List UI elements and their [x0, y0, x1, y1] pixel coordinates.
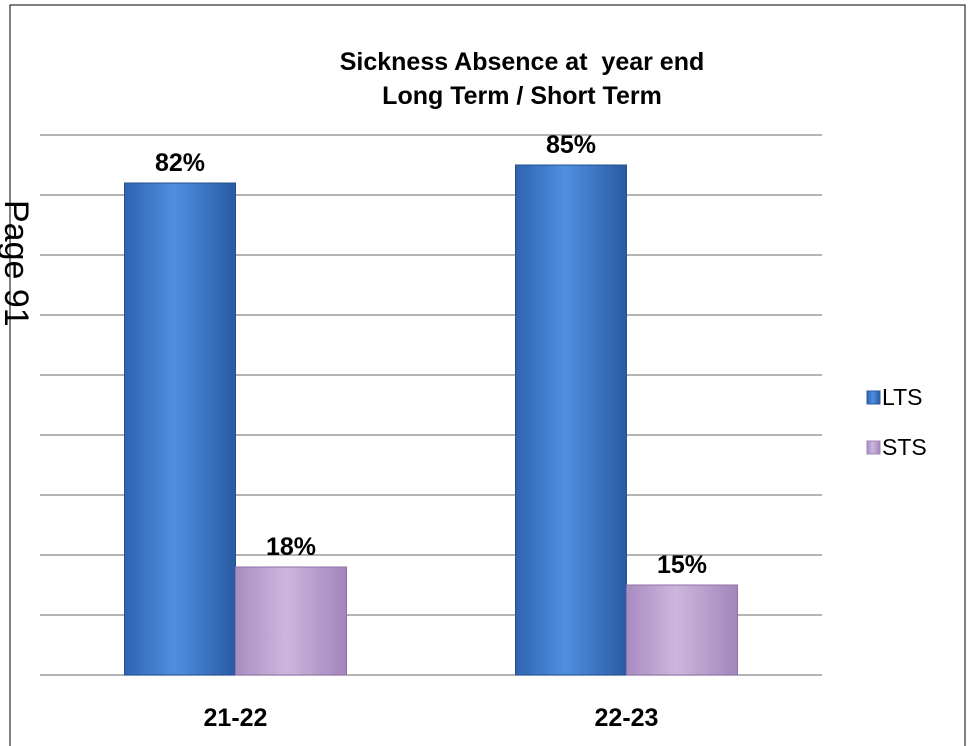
x-tick-label-21-22: 21-22	[204, 704, 268, 732]
data-label-sts-22-23: 15%	[657, 551, 707, 579]
legend-label-lts: LTS	[882, 384, 922, 410]
chart-frame	[9, 4, 966, 746]
bar-sts-21-22	[235, 566, 347, 676]
legend: LTS STS	[866, 384, 927, 460]
legend-item-lts: LTS	[866, 384, 922, 410]
bar-lts-21-22	[124, 182, 236, 676]
legend-label-sts: STS	[882, 434, 927, 460]
bar-lts-22-23	[515, 164, 627, 676]
x-tick-label-22-23: 22-23	[595, 704, 659, 732]
chart-title: Sickness Absence at year end	[340, 48, 705, 76]
data-label-sts-21-22: 18%	[266, 533, 316, 561]
bar-sts-22-23	[626, 584, 738, 676]
bars	[124, 164, 738, 676]
legend-swatch-lts	[866, 390, 881, 405]
data-label-lts-22-23: 85%	[546, 131, 596, 159]
data-label-lts-21-22: 82%	[155, 149, 205, 177]
legend-item-sts: STS	[866, 434, 927, 460]
x-axis-labels: 21-22 22-23	[204, 704, 659, 732]
legend-swatch-sts	[866, 440, 881, 455]
chart-subtitle: Long Term / Short Term	[382, 82, 662, 110]
value-labels: 82% 18% 85% 15%	[155, 131, 707, 579]
